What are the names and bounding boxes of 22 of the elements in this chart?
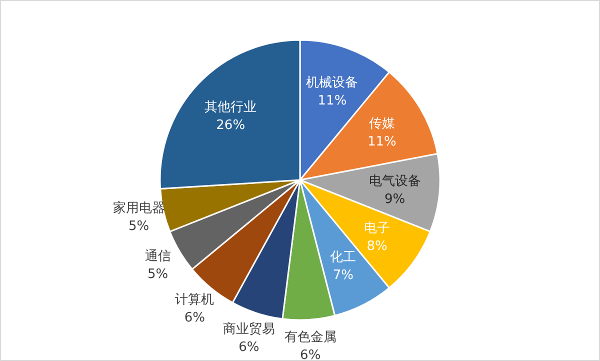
slice-label: 计算机 bbox=[175, 292, 214, 308]
data-label: 26% bbox=[216, 118, 246, 133]
slice-label: 化工 bbox=[330, 250, 356, 265]
slice-label: 传媒 bbox=[368, 116, 395, 132]
data-label: 9% bbox=[384, 192, 406, 207]
data-label: 5% bbox=[128, 219, 150, 234]
slice-label: 有色金属 bbox=[284, 330, 336, 345]
data-label: 11% bbox=[367, 134, 396, 150]
data-label: 7% bbox=[332, 268, 354, 283]
data-label: 6% bbox=[238, 340, 260, 356]
slice-label: 其他行业 bbox=[204, 100, 257, 115]
data-label: 6% bbox=[184, 310, 206, 326]
slice-label: 机械设备 bbox=[306, 75, 358, 90]
slice-label: 家用电器 bbox=[112, 200, 165, 216]
data-label: 8% bbox=[366, 238, 388, 254]
slice-label: 商业贸易 bbox=[222, 322, 275, 338]
data-label: 6% bbox=[300, 348, 321, 361]
slice-label: 通信 bbox=[144, 249, 171, 264]
data-label: 11% bbox=[318, 93, 347, 108]
slice-label: 电气设备 bbox=[368, 174, 421, 189]
slice-label: 电子 bbox=[364, 220, 390, 236]
data-label: 5% bbox=[147, 267, 168, 282]
